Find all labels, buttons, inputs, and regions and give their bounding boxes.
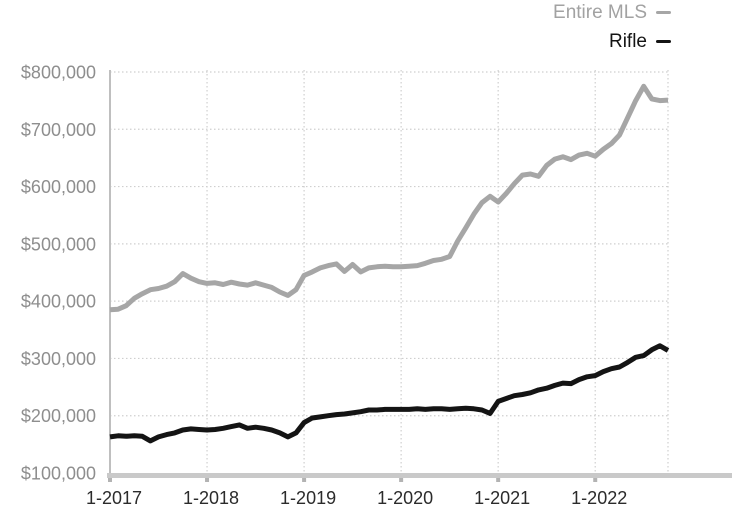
- y-axis-label: $800,000: [21, 63, 96, 83]
- x-axis-label: 1-2022: [571, 488, 627, 508]
- series-line-rifle: [109, 343, 670, 444]
- y-axis-label: $700,000: [21, 120, 96, 140]
- legend-item-rifle[interactable]: Rifle: [553, 27, 732, 56]
- legend-item-entire-mls[interactable]: Entire MLS: [553, 0, 732, 27]
- y-axis-label: $600,000: [21, 177, 96, 197]
- legend-label-entire-mls: Entire MLS: [553, 2, 647, 23]
- x-axis-label: 1-2020: [377, 488, 433, 508]
- legend-line-swatch-icon: [656, 11, 671, 14]
- chart-legend: Entire MLS Rifle: [553, 0, 732, 56]
- y-axis-label: $300,000: [21, 349, 96, 369]
- x-axis-label: 1-2019: [280, 488, 336, 508]
- x-axis-tick: [205, 478, 210, 482]
- y-axis-label: $200,000: [21, 406, 96, 426]
- x-axis-label: 1-2018: [183, 488, 239, 508]
- series-line-entire-mls: [109, 83, 669, 313]
- legend-label-rifle: Rifle: [608, 31, 647, 52]
- legend-line-swatch-icon: [656, 40, 671, 43]
- y-axis-label: $500,000: [21, 234, 96, 254]
- y-axis-label: $400,000: [21, 292, 96, 312]
- x-axis-tick: [108, 478, 112, 482]
- x-axis-tick: [496, 478, 501, 482]
- x-axis-tick: [399, 478, 404, 482]
- y-axis-label: $100,000: [21, 464, 96, 484]
- x-axis-label: 1-2017: [86, 488, 142, 508]
- x-axis-tick: [593, 478, 598, 482]
- x-axis-label: 1-2021: [474, 488, 530, 508]
- x-axis-tick: [302, 478, 307, 482]
